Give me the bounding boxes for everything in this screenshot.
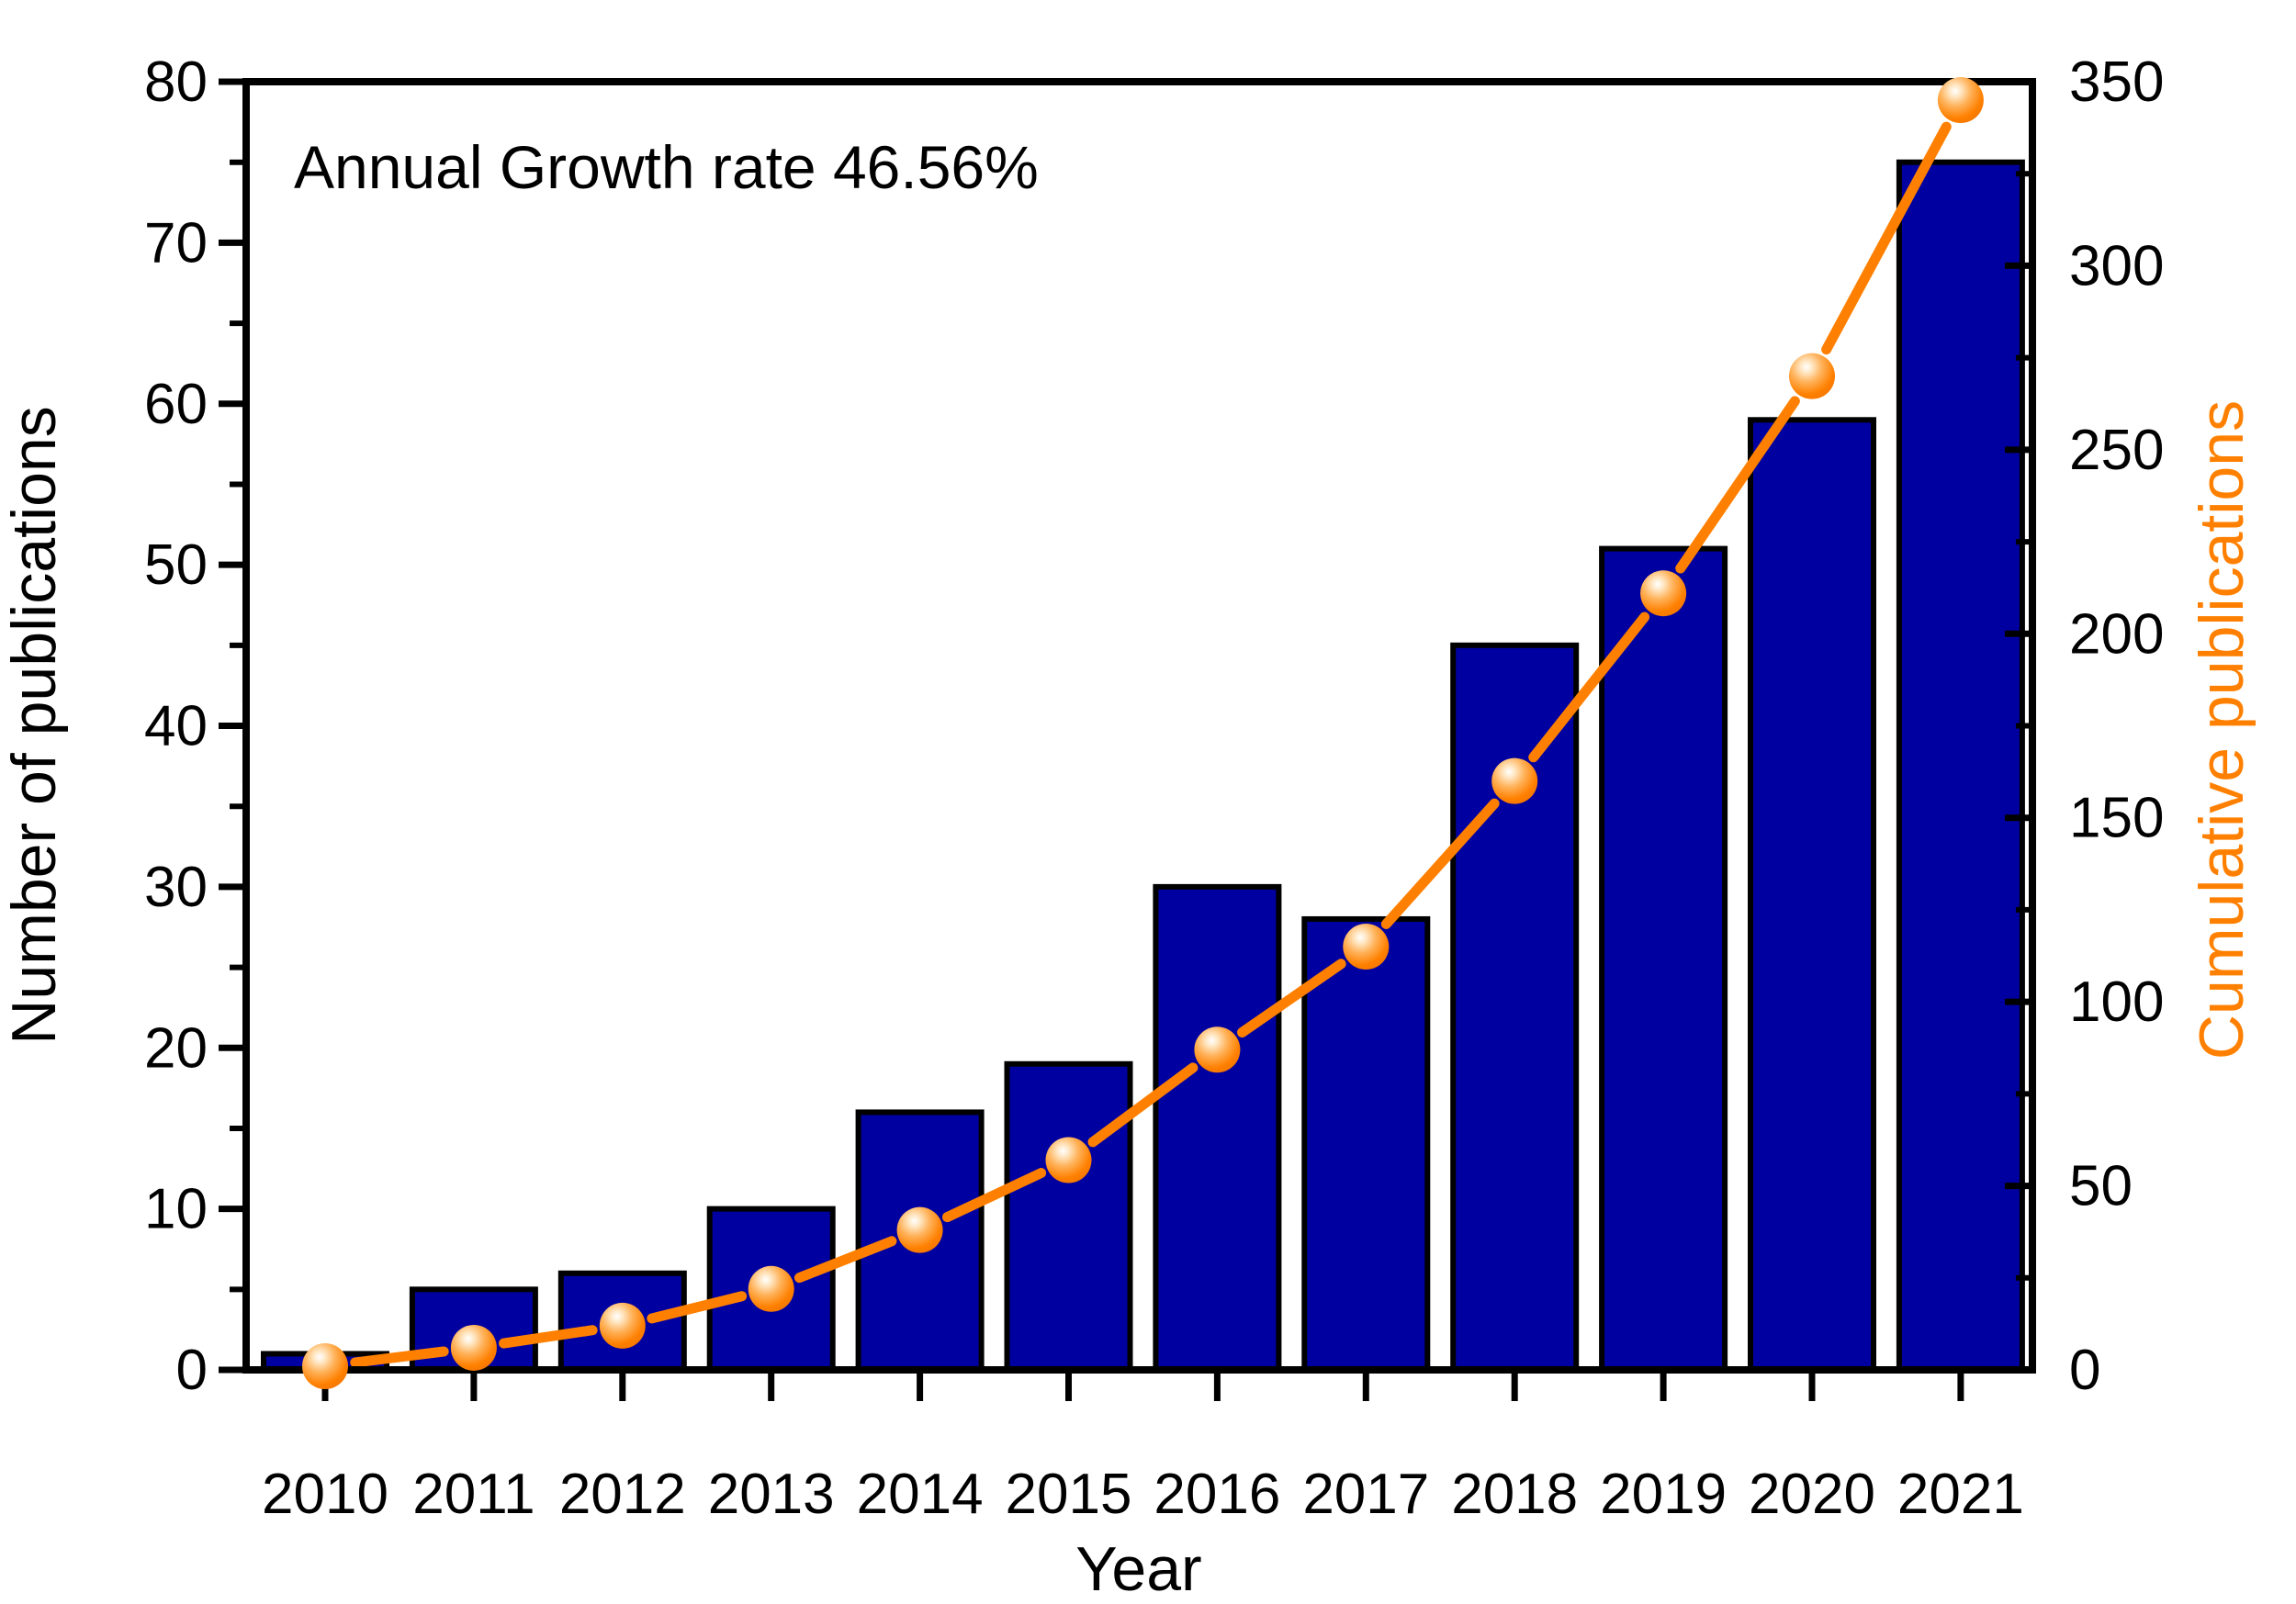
annotation-growth-rate: Annual Growth rate 46.56% [294,133,1039,201]
x-tick-label-2013: 2013 [708,1463,835,1526]
right-tick-label-200: 200 [2069,602,2164,666]
x-tick-label-2019: 2019 [1600,1463,1727,1526]
marker-2016 [1194,1026,1241,1073]
marker-2014 [896,1206,943,1253]
right-tick-label-100: 100 [2069,970,2164,1034]
line-segment [499,1325,598,1349]
line-segment [1237,959,1346,1038]
line-segment [1821,121,1952,355]
axes-and-frame [219,78,2036,1401]
line-segment [1528,611,1650,763]
left-tick-label-10: 10 [144,1178,208,1241]
marker-2015 [1045,1137,1092,1183]
x-tick-label-2018: 2018 [1451,1463,1578,1526]
marker-2010 [302,1342,348,1389]
marker-2018 [1491,757,1538,804]
marker-2019 [1640,570,1687,617]
x-tick-label-2021: 2021 [1897,1463,2024,1526]
marker-2017 [1343,924,1390,970]
marker-2021 [1937,77,1984,124]
bar-2015 [1004,1060,1133,1373]
x-tick-label-2015: 2015 [1006,1463,1132,1526]
right-axis-title: Cumulative publications [2187,400,2257,1060]
right-tick-label-300: 300 [2069,234,2164,297]
bar-2020 [1748,417,1876,1374]
marker-2011 [450,1324,497,1371]
right-tick-label-150: 150 [2069,787,2164,850]
right-tick-label-250: 250 [2069,419,2164,482]
x-tick-label-2014: 2014 [857,1463,984,1526]
x-tick-label-2011: 2011 [412,1463,535,1526]
x-axis-title: Year [1075,1534,1201,1604]
left-axis-title: Number of publications [0,406,69,1044]
line-segment [941,1168,1047,1223]
x-tick-label-2016: 2016 [1154,1463,1280,1526]
marker-2013 [748,1265,794,1312]
left-tick-label-30: 30 [144,856,208,919]
right-tick-label-350: 350 [2069,50,2164,114]
x-tick-label-2010: 2010 [262,1463,388,1526]
left-tick-label-60: 60 [144,373,208,436]
left-tick-label-0: 0 [176,1339,208,1402]
bar-2018 [1450,642,1580,1373]
bar-2021 [1896,159,2025,1373]
bar-2016 [1153,883,1282,1373]
left-tick-label-20: 20 [144,1016,208,1080]
line-segment [1087,1062,1199,1148]
left-tick-label-80: 80 [144,50,208,114]
left-tick-label-50: 50 [144,533,208,597]
line-segment [647,1291,748,1324]
right-tick-label-0: 0 [2069,1339,2100,1402]
marker-2020 [1789,353,1835,399]
bar-2019 [1599,545,1728,1373]
tick-labels: 0 10 20 30 40 50 60 70 80 0 50 100 150 200 250 300 350 20… [144,50,2164,1526]
line-segment [793,1236,897,1284]
cumulative-markers [302,77,1984,1389]
line-segment [1380,798,1500,929]
marker-2012 [599,1302,646,1349]
line-segment [350,1346,449,1368]
bars-number-of-publications [261,159,2025,1374]
x-tick-label-2012: 2012 [559,1463,686,1526]
left-tick-label-40: 40 [144,695,208,758]
x-tick-label-2020: 2020 [1749,1463,1875,1526]
left-tick-label-70: 70 [144,211,208,275]
right-tick-label-50: 50 [2069,1155,2133,1218]
cumulative-line [350,121,1952,1368]
x-tick-label-2017: 2017 [1302,1463,1429,1526]
bar-2017 [1301,915,1431,1373]
line-segment [1675,396,1800,574]
